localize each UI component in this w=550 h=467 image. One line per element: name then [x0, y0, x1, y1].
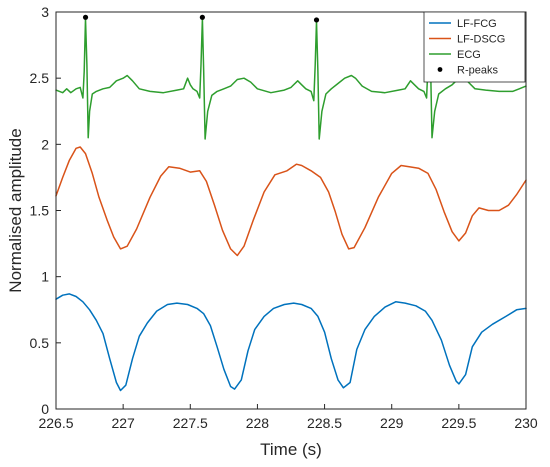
r-peaks-marker: [82, 14, 89, 20]
y-tick-label: 1: [41, 269, 49, 285]
y-tick-label: 1.5: [30, 203, 50, 219]
y-tick-label: 0.5: [30, 335, 50, 351]
y-axis: 0 0.5 1 1.5 2 2.5 3: [30, 4, 61, 417]
x-tick-label: 229: [380, 415, 404, 431]
ecg-legend-label: ECG: [457, 49, 481, 61]
legend: LF-FCG LF-DSCG ECG R-peaks: [423, 11, 526, 83]
r-peaks-marker: [199, 14, 205, 20]
r-peaks-legend-swatch: [437, 67, 443, 72]
x-tick-label: 229.5: [441, 415, 476, 431]
x-tick-label: 228.5: [307, 415, 342, 431]
y-tick-label: 3: [41, 4, 49, 20]
x-tick-label: 230: [514, 415, 538, 431]
y-axis-title: Normalised amplitude: [6, 128, 25, 292]
x-tick-label: 227.5: [173, 415, 208, 431]
lf-fcg-legend-label: LF-FCG: [457, 18, 497, 30]
y-tick-label: 2: [41, 136, 49, 152]
y-tick-label: 0: [41, 401, 49, 417]
x-tick-label: 227: [111, 415, 135, 431]
x-tick-label: 228: [246, 415, 270, 431]
y-tick-label: 2.5: [30, 70, 50, 86]
x-tick-label: 226.5: [38, 415, 73, 431]
lf-dscg-series-line: [55, 146, 527, 257]
x-axis-title: Time (s): [260, 440, 322, 459]
r-peaks-marker: [313, 17, 320, 23]
lf-fcg-series-line: [55, 293, 527, 392]
x-axis: 226.5 227 227.5 228 228.5 229 229.5 230: [38, 404, 538, 431]
r-peaks-legend-label: R-peaks: [457, 65, 498, 77]
lf-dscg-legend-label: LF-DSCG: [457, 34, 505, 46]
